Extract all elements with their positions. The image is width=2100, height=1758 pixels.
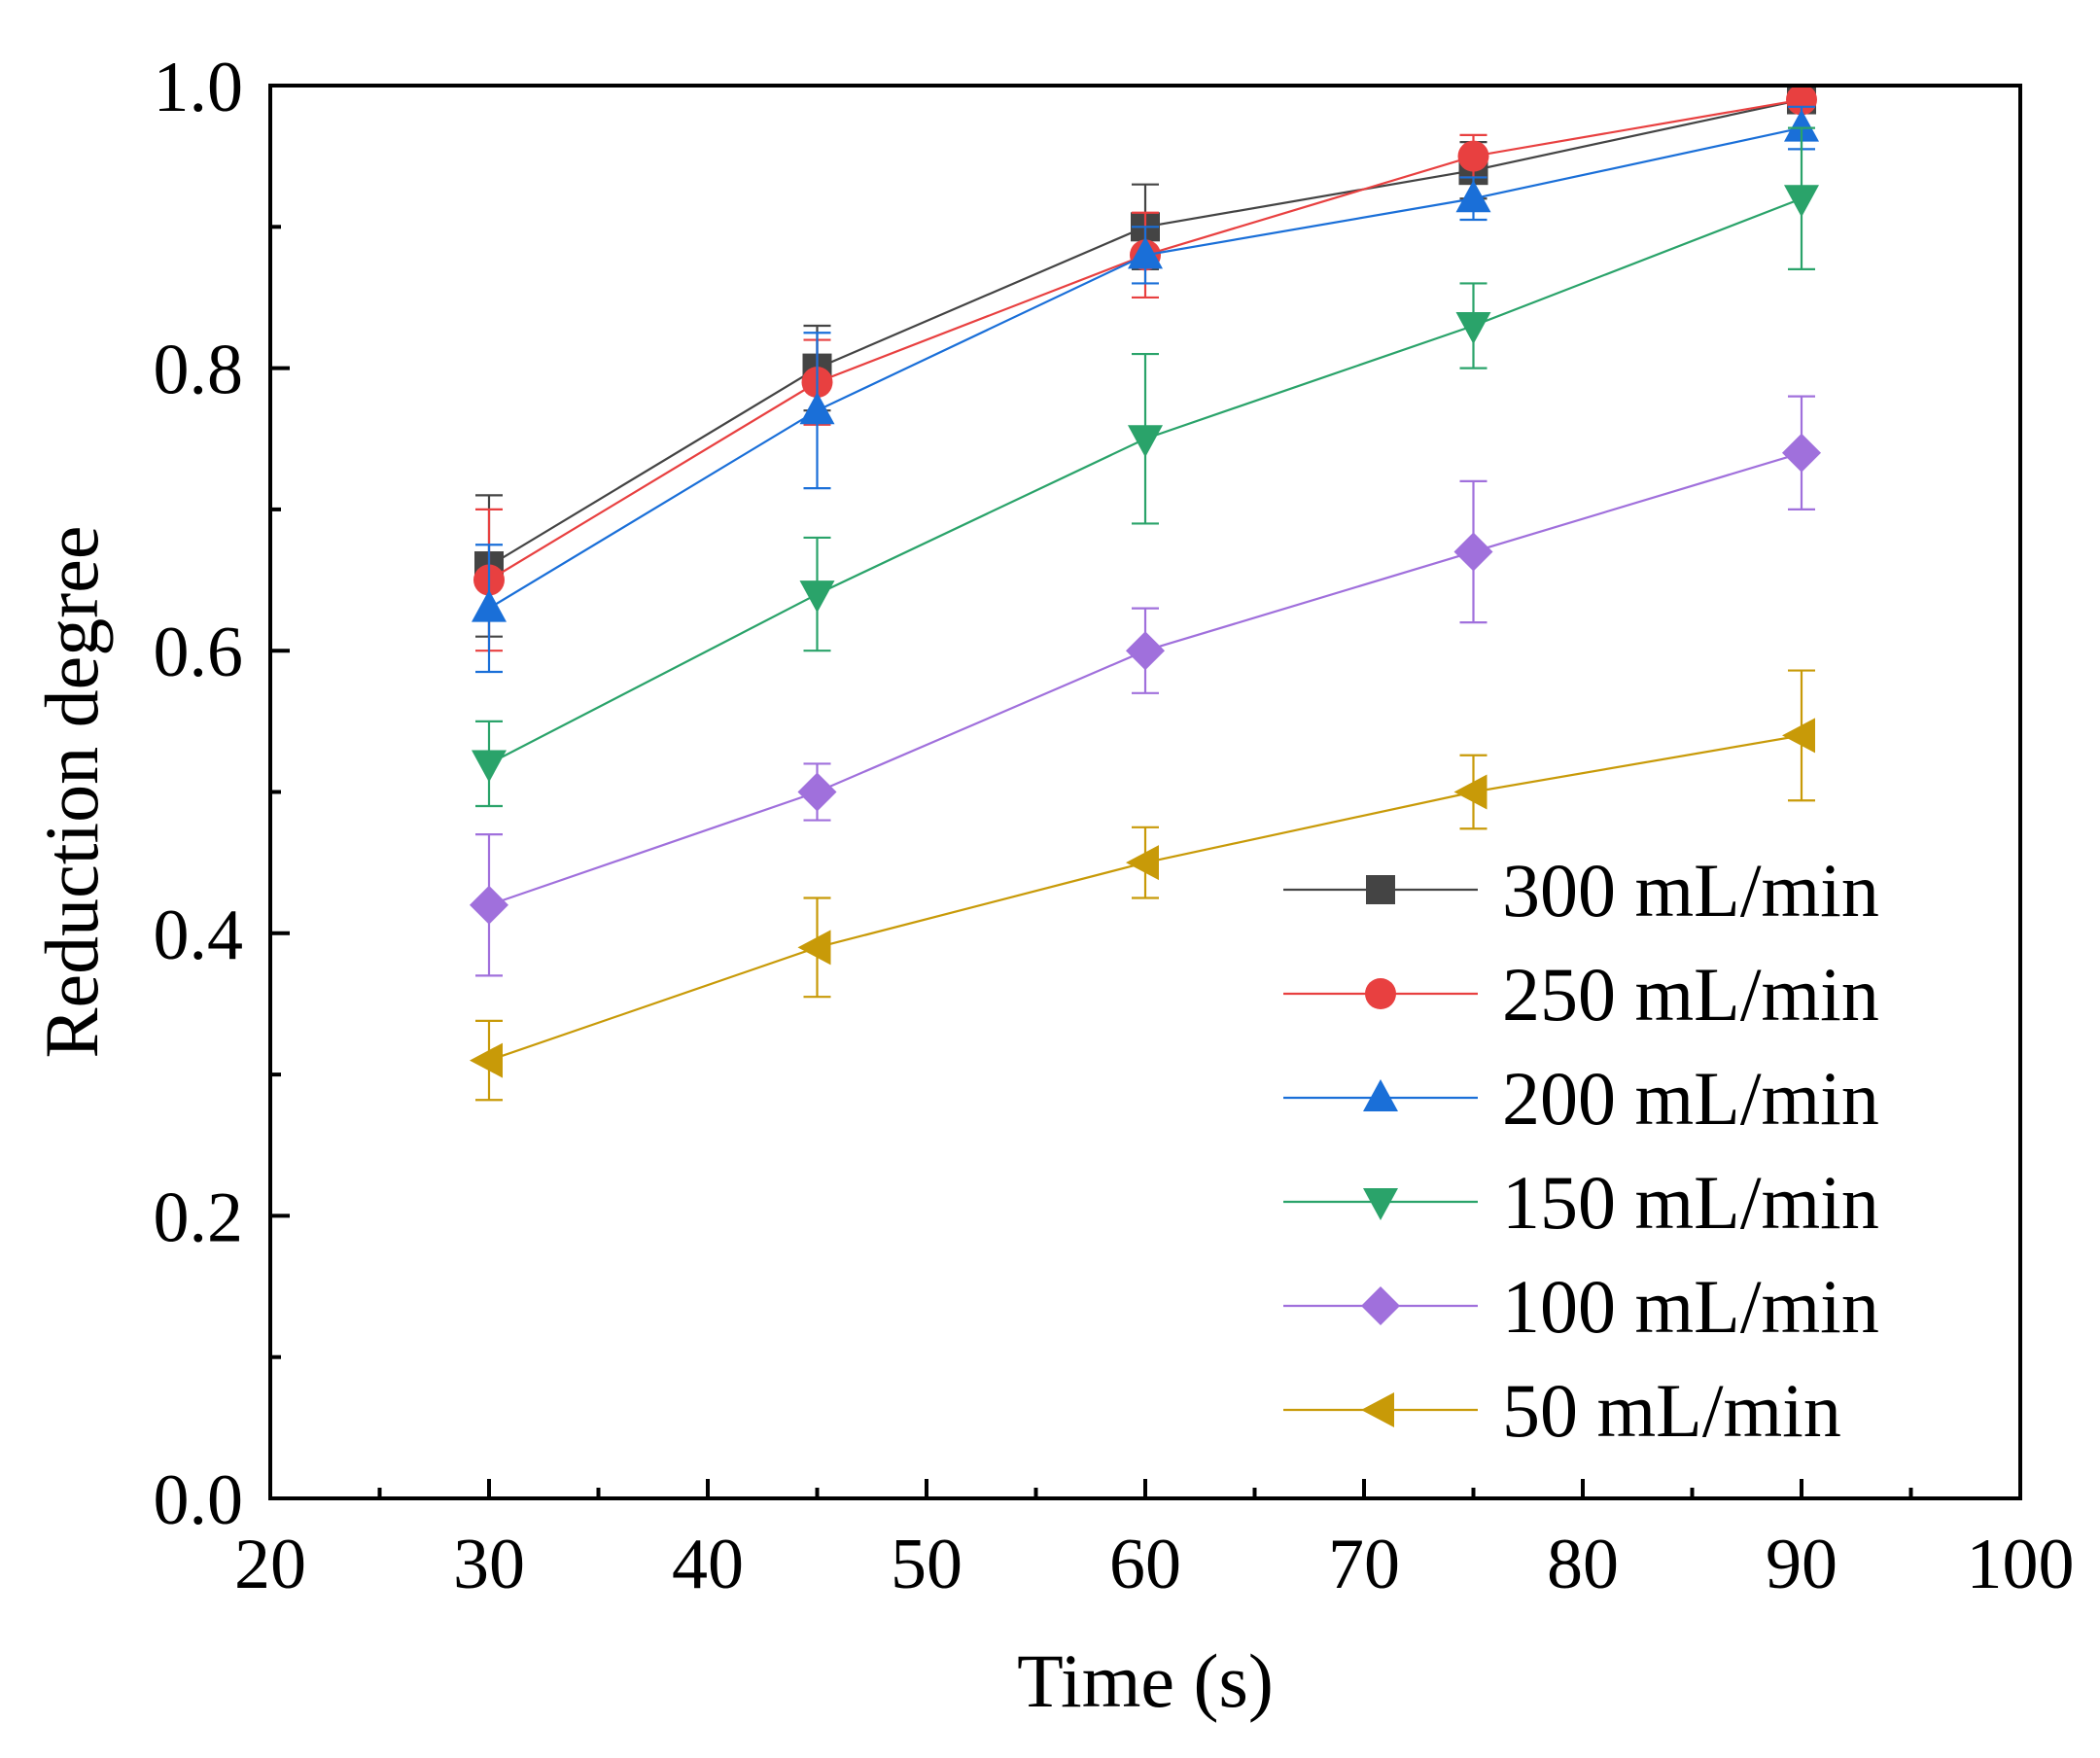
- series-layer: [470, 84, 1821, 1102]
- series-50: [470, 669, 1815, 1102]
- axes: 20 30 40 50 60 70 80 90 100 0.0 0.2 0.4 0.6 0.8 1.0: [154, 48, 2075, 1604]
- data-point: [472, 589, 507, 622]
- legend-label: 300 mL/min: [1502, 848, 1879, 932]
- legend-item: 250 mL/min: [1283, 952, 1879, 1037]
- x-axis-title: Time (s): [1017, 1638, 1274, 1723]
- y-axis-title: Reduction degree: [29, 526, 114, 1059]
- y-tick-label: 0.4: [154, 896, 244, 975]
- legend-marker: [1365, 978, 1396, 1009]
- series-150: [472, 126, 1819, 808]
- data-point: [470, 1042, 503, 1078]
- data-point: [1455, 180, 1491, 213]
- y-tick-label: 0.0: [154, 1460, 244, 1540]
- data-point: [472, 750, 507, 783]
- legend-marker: [1363, 1079, 1398, 1111]
- legend-item: 200 mL/min: [1283, 1056, 1879, 1141]
- legend-item: 150 mL/min: [1283, 1160, 1879, 1245]
- legend-label: 100 mL/min: [1502, 1264, 1879, 1349]
- data-point: [1784, 109, 1819, 142]
- y-tick-label: 0.6: [154, 613, 244, 692]
- data-point: [1453, 532, 1493, 572]
- y-tick-label: 1.0: [154, 48, 244, 127]
- series-200: [472, 105, 1819, 674]
- x-tick-label: 30: [453, 1525, 525, 1604]
- x-tick-label: 50: [891, 1525, 962, 1604]
- legend-label: 200 mL/min: [1502, 1056, 1879, 1141]
- data-point: [1128, 425, 1163, 458]
- x-tick-label: 90: [1766, 1525, 1838, 1604]
- data-point: [799, 392, 835, 425]
- legend-label: 250 mL/min: [1502, 952, 1879, 1037]
- x-tick-label: 60: [1109, 1525, 1181, 1604]
- data-point: [1126, 631, 1165, 671]
- data-point: [797, 772, 837, 812]
- x-tick-label: 70: [1328, 1525, 1400, 1604]
- data-point: [1453, 774, 1488, 810]
- legend-marker: [1361, 1392, 1394, 1427]
- legend-marker: [1361, 1286, 1400, 1325]
- legend-item: 50 mL/min: [1283, 1368, 1841, 1453]
- x-tick-label: 40: [672, 1525, 744, 1604]
- y-tick-label: 0.2: [154, 1178, 244, 1257]
- x-tick-label: 80: [1547, 1525, 1619, 1604]
- y-tick-label: 0.8: [154, 331, 244, 410]
- legend-item: 100 mL/min: [1283, 1264, 1879, 1349]
- legend-marker: [1363, 1188, 1398, 1220]
- legend-label: 50 mL/min: [1502, 1368, 1841, 1453]
- data-point: [1455, 312, 1491, 345]
- data-point: [1782, 433, 1821, 473]
- data-point: [1784, 185, 1819, 218]
- x-tick-label: 100: [1967, 1525, 2075, 1604]
- data-point: [1126, 845, 1159, 881]
- legend: 300 mL/min 250 mL/min 200 mL/min 150 mL/min…: [1283, 848, 1879, 1453]
- data-point: [1128, 236, 1163, 269]
- series-100: [470, 395, 1821, 977]
- legend-label: 150 mL/min: [1502, 1160, 1879, 1245]
- data-point: [470, 885, 508, 925]
- legend-marker: [1366, 875, 1395, 904]
- data-point: [799, 580, 835, 614]
- data-point: [1782, 718, 1815, 754]
- legend-item: 300 mL/min: [1283, 848, 1879, 932]
- data-point: [1457, 140, 1489, 172]
- x-tick-label: 20: [234, 1525, 306, 1604]
- data-point: [797, 930, 831, 966]
